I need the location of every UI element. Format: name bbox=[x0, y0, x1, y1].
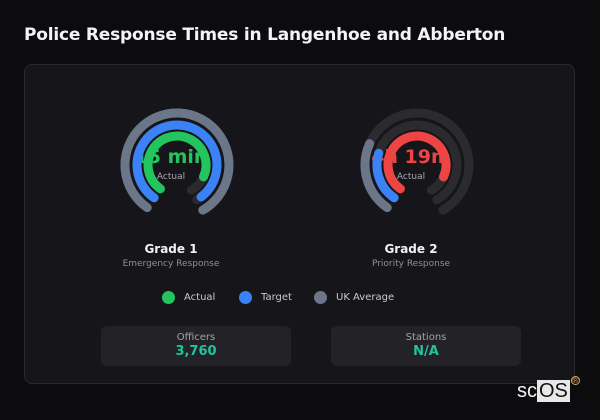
stat-label: Officers bbox=[176, 332, 216, 343]
actual-caption: Actual bbox=[396, 172, 426, 182]
legend-item-target: Target bbox=[239, 291, 292, 304]
stat-value: 3,760 bbox=[175, 344, 217, 359]
brand-logo: sc OS ® bbox=[517, 376, 580, 402]
target-dot-icon bbox=[239, 291, 252, 304]
legend-label: Target bbox=[261, 292, 292, 303]
actual-caption: Actual bbox=[156, 172, 186, 182]
legend-item-uk-average: UK Average bbox=[314, 291, 394, 304]
actual-dot-icon bbox=[162, 291, 175, 304]
legend-label: Actual bbox=[184, 292, 216, 303]
stat-value: N/A bbox=[413, 344, 439, 359]
legend-item-actual: Actual bbox=[162, 291, 215, 304]
page-title: Police Response Times in Langenhoe and A… bbox=[24, 25, 506, 45]
stat-officers: Officers 3,760 bbox=[101, 326, 291, 366]
registered-mark-icon: ® bbox=[570, 376, 580, 385]
grade-description: Emergency Response bbox=[122, 259, 220, 269]
legend-label: UK Average bbox=[336, 292, 395, 303]
radial-gauge-icon bbox=[360, 108, 474, 215]
gauge-grade-2: 4h 19m Actual Grade 2 Priority Response bbox=[341, 62, 501, 269]
grade-title: Grade 2 bbox=[384, 242, 438, 256]
grade-description: Priority Response bbox=[371, 259, 451, 269]
grade-title: Grade 1 bbox=[144, 242, 198, 256]
gauge-grade-1: 15 min Actual Grade 1 Emergency Response bbox=[101, 62, 261, 269]
stat-label: Stations bbox=[405, 332, 447, 343]
legend: Actual Target UK Average bbox=[0, 291, 600, 307]
uk-average-dot-icon bbox=[314, 291, 327, 304]
stat-stations: Stations N/A bbox=[331, 326, 521, 366]
radial-gauge-icon bbox=[120, 108, 234, 215]
